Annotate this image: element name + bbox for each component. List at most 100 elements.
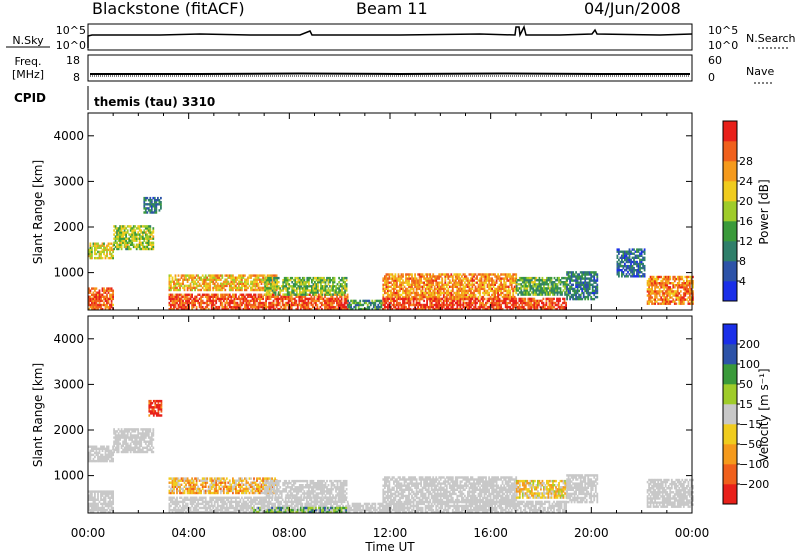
power-cell — [189, 295, 192, 298]
power-cell — [442, 285, 445, 288]
power-cell — [101, 244, 104, 247]
power-cell — [616, 266, 619, 270]
power-cell — [654, 279, 656, 283]
power-cell — [567, 291, 570, 295]
power-cell — [95, 307, 98, 311]
power-cell — [530, 279, 533, 282]
power-cell — [380, 299, 383, 303]
power-cell — [289, 303, 292, 307]
power-cell — [537, 279, 539, 282]
power-cell — [535, 303, 537, 307]
power-cell — [553, 301, 555, 305]
power-cell — [329, 291, 331, 294]
power-cell — [458, 303, 460, 307]
power-cell — [491, 277, 493, 280]
power-cell — [188, 284, 190, 288]
power-cell — [327, 305, 329, 309]
power-cell — [263, 301, 266, 305]
power-cell — [330, 297, 332, 301]
power-cell — [567, 283, 570, 286]
power-cell — [675, 294, 678, 297]
power-cell — [235, 305, 237, 309]
power-cell — [468, 307, 471, 311]
power-cell — [152, 196, 155, 200]
power-cell — [215, 278, 218, 281]
power-cell — [517, 289, 520, 292]
power-cell — [474, 299, 477, 303]
power-cell — [283, 305, 286, 309]
power-cell — [483, 275, 486, 278]
power-cell — [479, 305, 481, 309]
power-cell — [616, 273, 619, 276]
power-cell — [631, 266, 634, 270]
power-cell — [91, 303, 93, 307]
power-cell — [227, 295, 230, 298]
power-cell — [497, 303, 499, 307]
power-cell — [438, 281, 441, 284]
power-cell — [233, 278, 236, 281]
power-cell — [661, 300, 664, 303]
power-cell — [492, 303, 495, 307]
power-cell — [366, 303, 369, 307]
power-cell — [268, 303, 270, 307]
power-cell — [343, 293, 346, 296]
radar-title: Blackstone (fitACF) — [92, 0, 245, 18]
velocity-cell — [89, 455, 92, 459]
power-cell — [301, 305, 304, 309]
power-cell — [314, 293, 316, 296]
power-cell — [262, 301, 264, 305]
power-cell — [97, 295, 99, 298]
power-cell — [681, 302, 684, 305]
power-cell — [424, 307, 427, 311]
velocity-cell — [101, 447, 104, 450]
power-cell — [489, 285, 492, 288]
power-cell — [385, 277, 388, 280]
power-cell — [210, 303, 213, 307]
power-cell — [311, 291, 313, 294]
power-cell — [264, 285, 266, 288]
power-cell — [480, 281, 483, 284]
power-cell — [616, 250, 619, 253]
power-cell — [396, 291, 398, 295]
power-cell — [590, 297, 593, 301]
velocity-cell — [110, 453, 113, 457]
power-cell — [365, 299, 368, 303]
power-cell — [562, 281, 565, 284]
power-cell — [433, 297, 436, 301]
power-cell — [564, 287, 566, 290]
power-cell — [672, 284, 675, 287]
power-cell — [628, 252, 631, 255]
power-cell — [690, 288, 693, 291]
velocity-cell — [128, 430, 131, 433]
power-cell — [492, 283, 495, 286]
power-cell — [259, 295, 261, 298]
power-cell — [120, 233, 123, 236]
velocity-cell — [106, 455, 108, 459]
power-colorbar-swatch — [723, 121, 737, 142]
power-cell — [342, 281, 345, 284]
power-cell — [456, 293, 459, 297]
power-cell — [88, 291, 90, 294]
power-cell — [518, 291, 521, 294]
power-cell — [218, 307, 221, 311]
velocity-cell — [117, 428, 120, 431]
power-cell — [239, 299, 242, 303]
power-cell — [418, 299, 421, 303]
power-cell — [456, 285, 459, 288]
power-cell — [242, 274, 245, 277]
power-cell — [462, 273, 465, 276]
power-cell — [287, 307, 290, 311]
power-cell — [341, 287, 343, 290]
power-cell — [216, 278, 219, 281]
power-cell — [567, 293, 570, 297]
power-cell — [406, 277, 409, 280]
power-cell — [170, 303, 172, 307]
power-cell — [210, 276, 213, 279]
power-cell — [581, 287, 584, 291]
power-cell — [339, 279, 342, 282]
power-cell — [137, 245, 140, 249]
power-cell — [447, 305, 450, 309]
power-cell — [631, 256, 634, 259]
power-cell — [289, 293, 292, 296]
power-cell — [495, 279, 498, 282]
